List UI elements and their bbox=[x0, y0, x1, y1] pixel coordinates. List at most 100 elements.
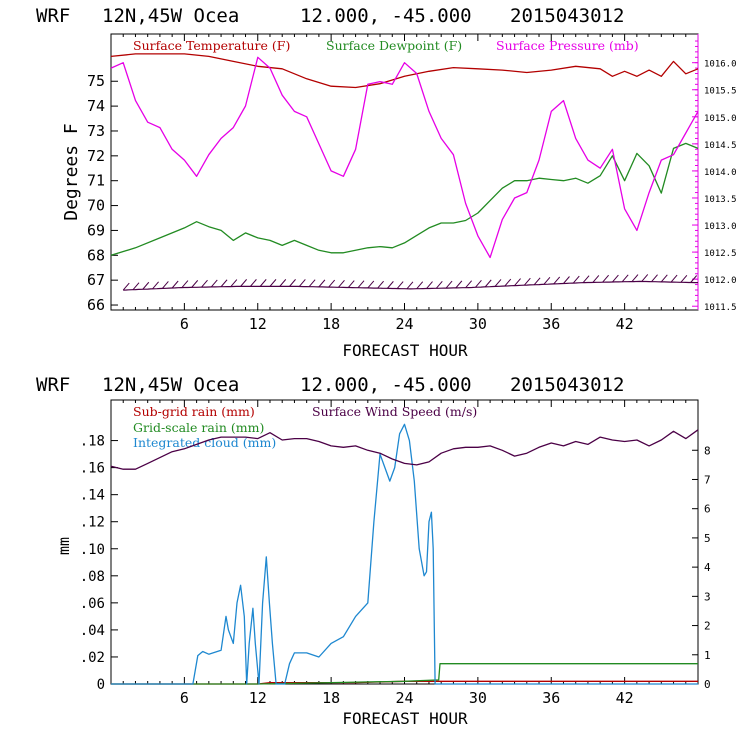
series-group bbox=[110, 423, 699, 685]
x-tick-label: 12 bbox=[249, 315, 267, 333]
x-tick-label: 42 bbox=[616, 315, 634, 333]
wind-barb bbox=[670, 274, 678, 283]
wind-barb bbox=[660, 274, 668, 283]
wind-barb bbox=[572, 275, 580, 284]
x-tick-label: 36 bbox=[542, 315, 560, 333]
y2-tick-label: 7 bbox=[704, 473, 711, 486]
x-tick-label: 12 bbox=[249, 689, 267, 707]
wind-barb bbox=[504, 278, 512, 287]
y2-tick-label: 1016.0 bbox=[704, 60, 737, 70]
y2-tick-label: 2 bbox=[704, 620, 711, 633]
wind-barb bbox=[582, 275, 590, 283]
y-tick-label: .02 bbox=[80, 650, 105, 666]
y-axis-label: Degrees F bbox=[61, 123, 82, 221]
y2-tick-label: 1014.0 bbox=[704, 168, 737, 178]
wind-barb bbox=[426, 281, 433, 289]
y-tick-label: 66 bbox=[87, 296, 105, 314]
y2-tick-label: 1015.0 bbox=[704, 114, 737, 124]
header-location: 12N,45W Ocea bbox=[102, 5, 239, 27]
y-tick-label: 68 bbox=[87, 246, 105, 264]
x-tick-label: 18 bbox=[322, 315, 340, 333]
wind-barb bbox=[386, 281, 394, 289]
x-tick-label: 24 bbox=[395, 315, 413, 333]
y-tick-label: .12 bbox=[80, 515, 105, 531]
y2-tick-label: 8 bbox=[704, 444, 711, 457]
wind-barb bbox=[621, 274, 629, 283]
series-line-0 bbox=[110, 53, 699, 89]
wind-barb bbox=[259, 279, 267, 287]
y-tick-label: .06 bbox=[80, 596, 105, 612]
y-tick-label: 73 bbox=[87, 122, 105, 140]
y2-tick-label: 1013.0 bbox=[704, 222, 737, 232]
y-tick-label: 67 bbox=[87, 271, 105, 289]
wind-barb bbox=[651, 274, 658, 282]
wind-barb bbox=[191, 280, 199, 288]
header-init: 2015043012 bbox=[510, 374, 624, 396]
y-tick-label: 0 bbox=[97, 677, 105, 693]
wind-barb bbox=[543, 277, 551, 285]
wind-barb bbox=[406, 281, 414, 290]
wind-barb bbox=[680, 274, 688, 283]
y-tick-label: 74 bbox=[87, 97, 105, 115]
y2-tick-label: 1012.5 bbox=[704, 249, 737, 259]
legend-wind-speed: Surface Wind Speed (m/s) bbox=[312, 404, 477, 419]
wind-barb bbox=[328, 279, 336, 288]
wind-barb bbox=[230, 279, 238, 287]
y-ticks: 0 .02 .04 .06 .08 .10 .12 .14 .16 .18 bbox=[80, 434, 118, 693]
x-tick-label: 42 bbox=[616, 689, 634, 707]
x-tick-label: 30 bbox=[469, 689, 487, 707]
wind-barb bbox=[308, 279, 316, 287]
wind-barb bbox=[612, 274, 619, 283]
wind-barb bbox=[435, 280, 443, 289]
x-tick-label: 36 bbox=[542, 689, 560, 707]
wind-barb bbox=[690, 275, 698, 283]
wind-barb bbox=[445, 280, 453, 289]
wind-barb bbox=[210, 279, 218, 288]
wind-barb-baseline bbox=[123, 280, 698, 291]
y2-tick-label: 6 bbox=[704, 503, 711, 516]
y-axis-label: mm bbox=[55, 537, 73, 555]
y-tick-label: .18 bbox=[80, 434, 105, 450]
wind-barb bbox=[357, 280, 365, 289]
y2-tick-label: 0 bbox=[704, 678, 711, 691]
wind-barb bbox=[122, 282, 130, 291]
y-tick-label: .04 bbox=[80, 623, 105, 639]
y2-ticks: 1011.5 1012.0 1012.5 1013.0 1013.5 1014.0 1014… bbox=[692, 40, 737, 313]
x-tick-label: 18 bbox=[322, 689, 340, 707]
legend-integrated-cloud: Integrated cloud (mm) bbox=[133, 435, 276, 450]
series-line-3 bbox=[110, 429, 699, 470]
wind-barb bbox=[250, 279, 257, 287]
wind-barb bbox=[347, 280, 355, 288]
y2-tick-label: 4 bbox=[704, 561, 711, 574]
header-location: 12N,45W Ocea bbox=[102, 374, 239, 396]
legend-gridscale-rain: Grid-scale rain (mm) bbox=[133, 420, 264, 435]
wind-barb bbox=[553, 276, 561, 285]
x-axis-label: FORECAST HOUR bbox=[342, 341, 468, 360]
legend-pressure: Surface Pressure (mb) bbox=[496, 38, 639, 53]
series-group bbox=[110, 53, 699, 259]
y-tick-label: 75 bbox=[87, 72, 105, 90]
series-line-2 bbox=[111, 423, 698, 685]
series-line-2 bbox=[110, 56, 699, 259]
header-init: 2015043012 bbox=[510, 5, 624, 27]
wind-barb bbox=[514, 278, 521, 286]
y2-tick-label: 1015.5 bbox=[704, 87, 737, 97]
y-tick-label: 70 bbox=[87, 197, 105, 215]
x-tick-label: 24 bbox=[395, 689, 413, 707]
wind-barb bbox=[289, 279, 296, 287]
wind-barb bbox=[240, 279, 248, 287]
wind-barb bbox=[523, 277, 531, 286]
wind-barb bbox=[592, 275, 600, 283]
wind-barb bbox=[484, 279, 492, 288]
header-model: WRF bbox=[36, 5, 70, 27]
series-line-1 bbox=[111, 663, 698, 685]
wind-barb bbox=[475, 279, 482, 288]
wind-barb bbox=[396, 281, 404, 289]
wind-barb bbox=[533, 277, 541, 286]
wind-barb bbox=[338, 279, 345, 288]
x-tick-label: 6 bbox=[180, 689, 189, 707]
wind-barbs bbox=[122, 274, 698, 291]
wind-barb bbox=[201, 279, 208, 288]
y-tick-label: .10 bbox=[80, 542, 105, 558]
